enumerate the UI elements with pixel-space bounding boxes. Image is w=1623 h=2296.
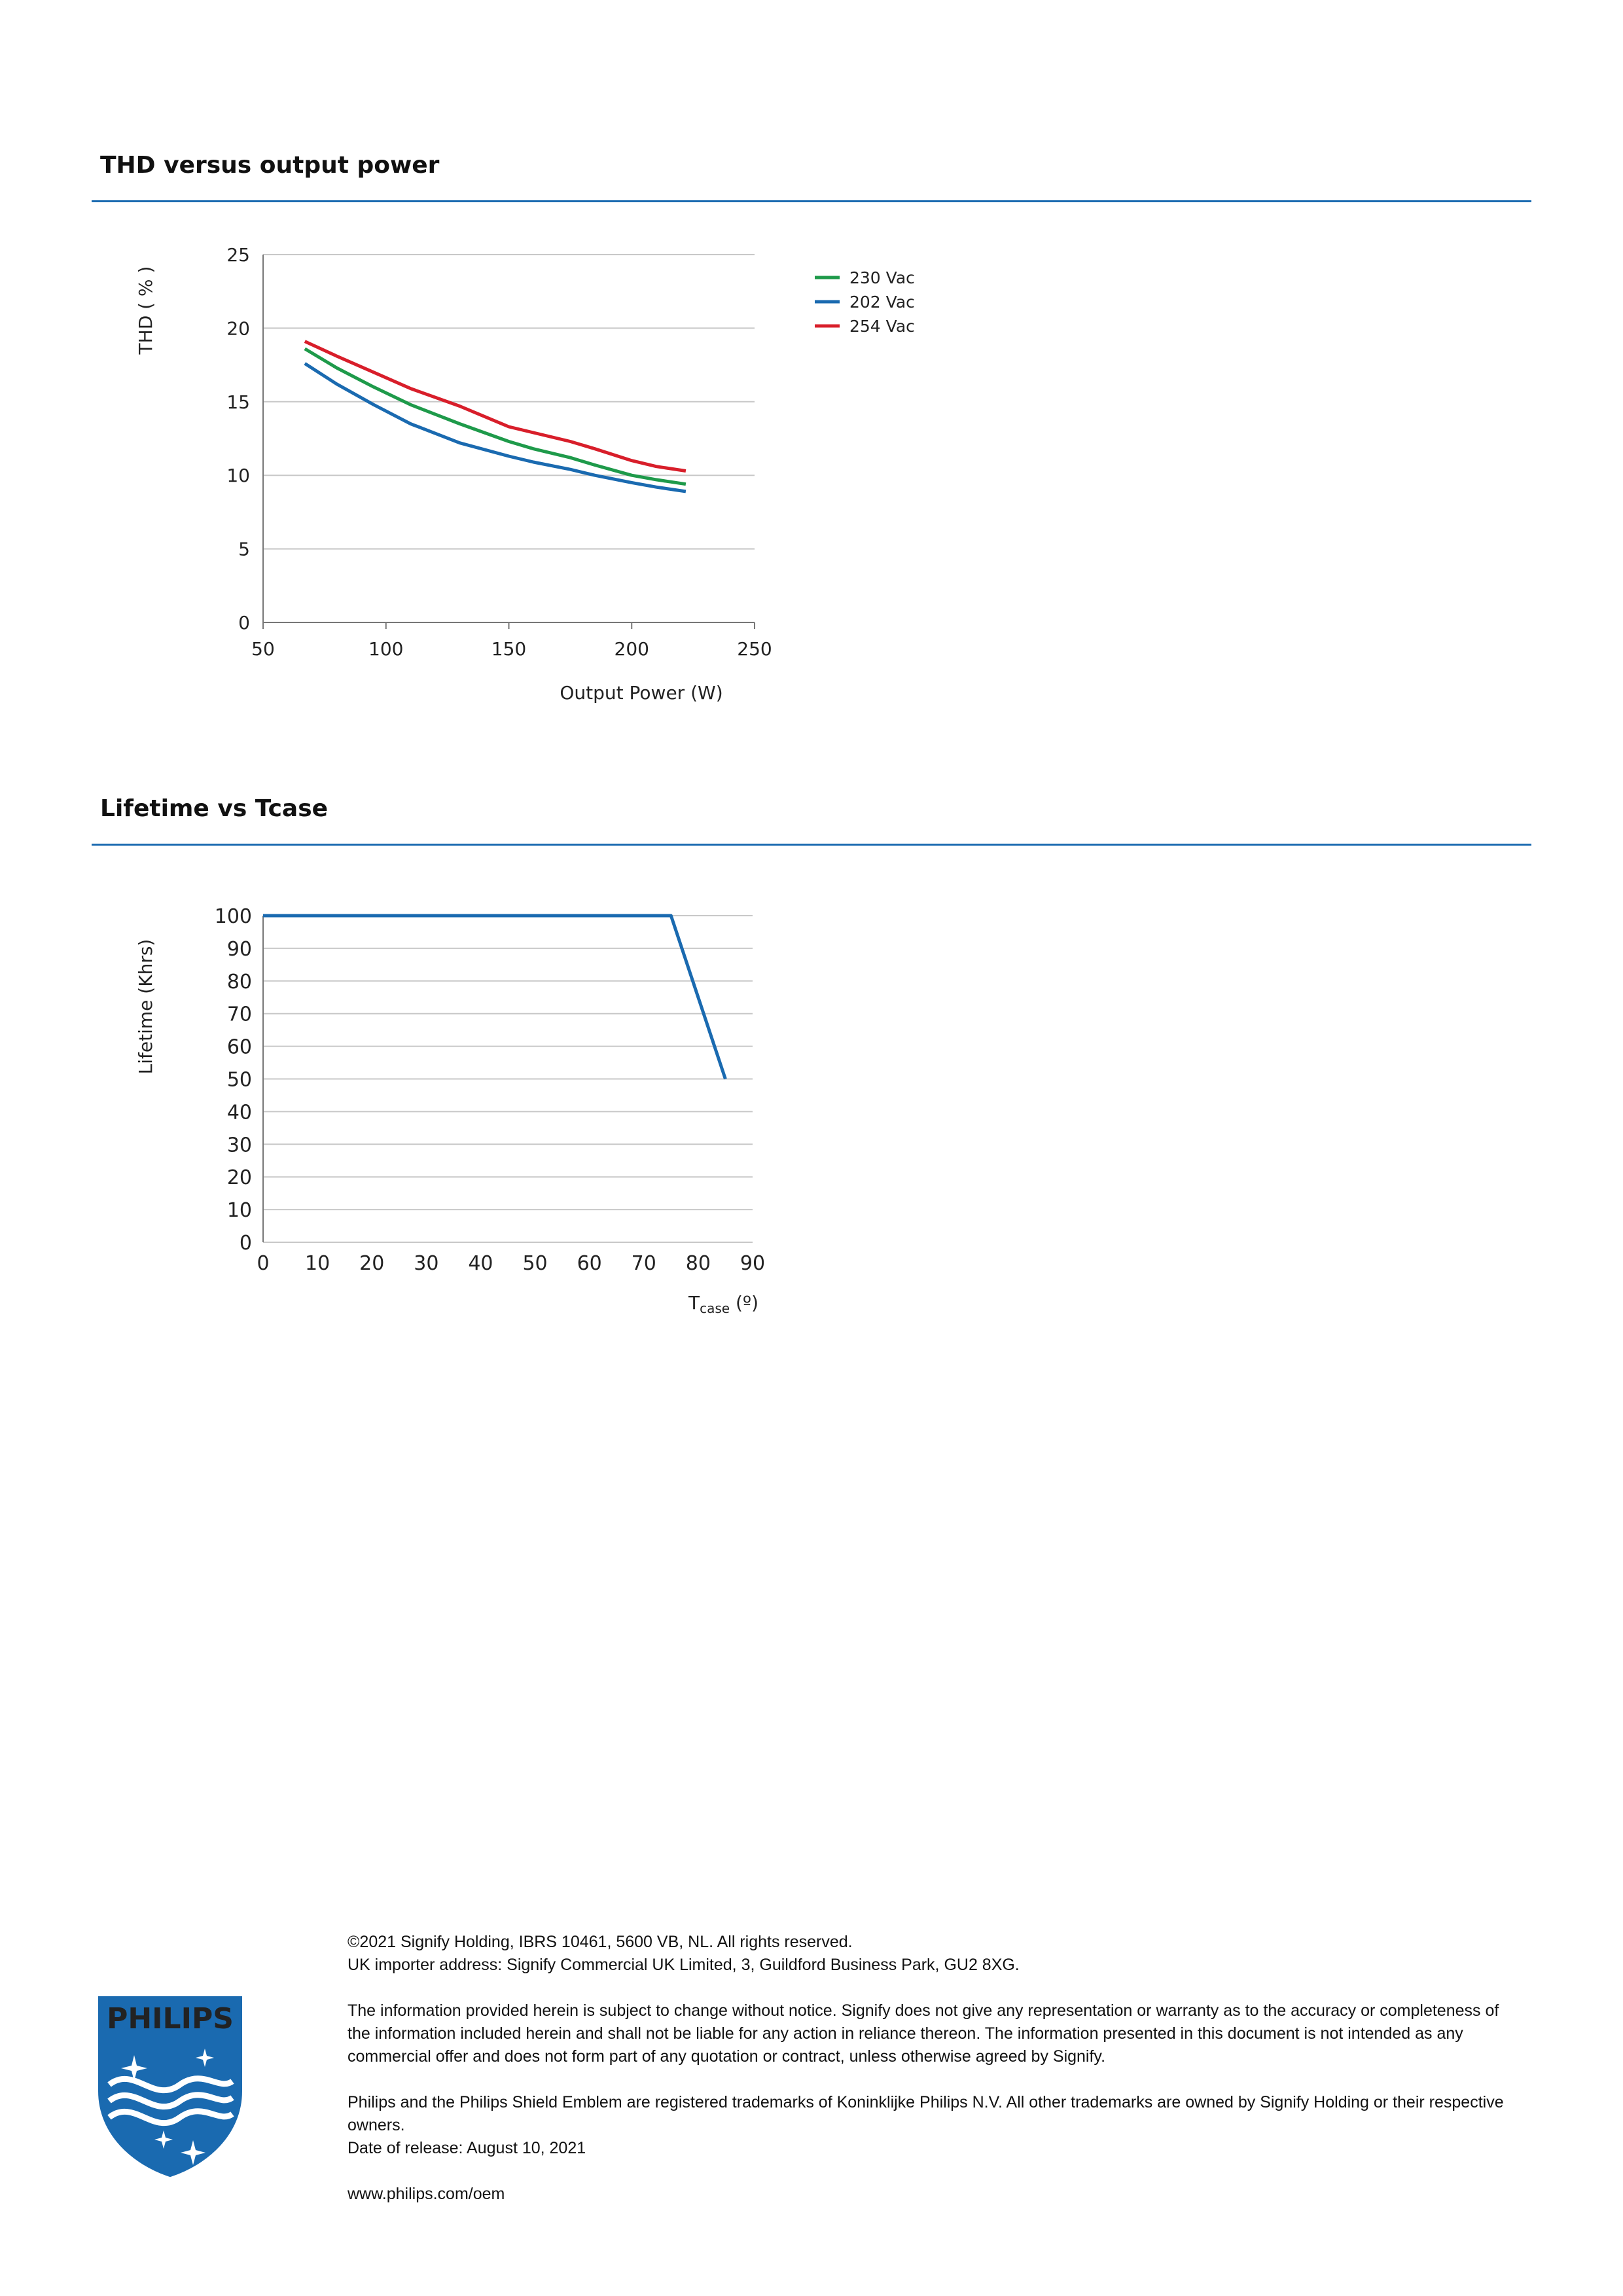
y-tick-label: 30 [227, 1134, 252, 1157]
x-tick-label: 20 [359, 1252, 384, 1275]
x-axis-label: Output Power (W) [560, 682, 722, 704]
trademark-text: Philips and the Philips Shield Emblem ar… [348, 2093, 1504, 2134]
lifetime-chart: 0 10 20 30 40 50 60 70 80 90 100 0 10 20 30 40 50 60 70 80 9… [135, 905, 765, 1316]
y-tick-label: 60 [227, 1036, 252, 1059]
x-tick-label: 10 [305, 1252, 330, 1275]
y-axis-label: THD ( % ) [135, 266, 156, 355]
y-tick-label: 25 [226, 244, 250, 266]
website-link[interactable]: www.philips.com/oem [348, 2185, 505, 2203]
x-tick-label: 60 [577, 1252, 602, 1275]
y-tick-label: 0 [238, 612, 250, 634]
footer-legal-text: ©2021 Signify Holding, IBRS 10461, 5600 … [348, 1931, 1525, 2229]
y-tick-label: 50 [227, 1069, 252, 1092]
y-tick-label: 90 [227, 938, 252, 961]
y-tick-label: 100 [215, 905, 252, 928]
disclaimer-text: The information provided herein is subje… [348, 2001, 1499, 2066]
x-tick-label: 100 [368, 638, 403, 660]
section-divider [92, 200, 1531, 202]
legend-label: 230 Vac [849, 268, 915, 287]
logo-wordmark: PHILIPS [107, 2002, 234, 2036]
release-date: Date of release: August 10, 2021 [348, 2139, 586, 2157]
y-tick-label: 5 [238, 539, 250, 560]
series-line [304, 347, 687, 486]
thd-chart: 0 5 10 15 20 25 50 100 150 200 250 Output Power (W)… [135, 244, 915, 704]
x-tick-label: 40 [468, 1252, 493, 1275]
section-divider [92, 844, 1531, 846]
x-tick-label: 200 [615, 638, 649, 660]
importer-address: UK importer address: Signify Commercial … [348, 1956, 1020, 1974]
series-line [304, 340, 687, 473]
series-line [263, 914, 727, 1080]
y-tick-label: 15 [226, 391, 250, 413]
lifetime-section-title: Lifetime vs Tcase [100, 795, 329, 822]
x-tick-label: 50 [251, 638, 275, 660]
y-tick-label: 10 [227, 1199, 252, 1222]
y-tick-label: 40 [227, 1101, 252, 1124]
y-axis-label: Lifetime (Khrs) [135, 939, 156, 1075]
x-tick-label: 50 [522, 1252, 547, 1275]
y-tick-label: 20 [227, 1166, 252, 1189]
y-tick-label: 80 [227, 971, 252, 994]
x-tick-label: 0 [257, 1252, 269, 1275]
x-axis-label: Tcase (º) [688, 1292, 758, 1316]
y-tick-label: 10 [226, 465, 250, 486]
x-tick-label: 150 [491, 638, 526, 660]
thd-section-title: THD versus output power [100, 152, 440, 179]
x-tick-label: 80 [686, 1252, 711, 1275]
x-tick-label: 250 [737, 638, 772, 660]
y-tick-label: 70 [227, 1003, 252, 1026]
philips-logo: PHILIPS [95, 1993, 245, 2183]
y-tick-label: 0 [240, 1232, 252, 1255]
copyright-text: ©2021 Signify Holding, IBRS 10461, 5600 … [348, 1933, 853, 1951]
legend-label: 202 Vac [849, 293, 915, 312]
series-line [304, 362, 687, 493]
x-tick-label: 30 [414, 1252, 438, 1275]
x-tick-label: 70 [632, 1252, 656, 1275]
y-tick-label: 20 [226, 317, 250, 339]
x-tick-label: 90 [740, 1252, 765, 1275]
legend-label: 254 Vac [849, 317, 915, 336]
